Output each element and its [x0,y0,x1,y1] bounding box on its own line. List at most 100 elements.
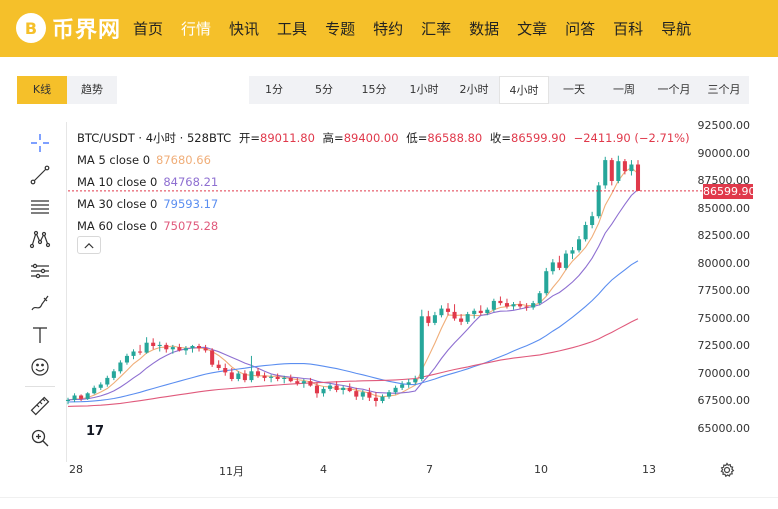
candle [577,236,582,253]
candle-body [131,351,136,356]
price-tick-label: 82500.00 [697,229,751,242]
candle-body [544,271,549,294]
text-icon[interactable] [22,320,58,350]
candle [426,310,431,327]
interval-option[interactable]: 一周 [613,83,635,96]
interval-option[interactable]: 1分 [265,83,283,96]
price-tick-label: 70000.00 [697,366,751,380]
fib-icon[interactable] [22,192,58,222]
candle [216,360,221,371]
candle [314,382,319,398]
candle [609,157,614,186]
interval-option[interactable]: 15分 [361,83,387,96]
candle [478,305,483,316]
tab-trend[interactable]: 趋势 [67,76,117,104]
price-tick-label: 87500.00 [697,174,751,187]
nav-item[interactable]: 百科 [613,20,644,38]
candle [373,392,378,407]
candle-body [210,350,215,365]
candle [288,374,293,383]
candle-body [138,351,143,353]
crosshair-icon[interactable] [22,128,58,158]
interval-option[interactable]: 2小时 [459,83,489,96]
nav-item[interactable]: 导航 [661,20,692,38]
tradingview-logo[interactable]: 17 [80,420,110,442]
candle-body [236,373,241,379]
candle-body [491,300,496,310]
candle [583,221,588,242]
time-tick-label: 11月 [219,465,244,478]
nav-item[interactable]: 行情 [181,20,212,38]
tab-kline[interactable]: K线 [17,76,67,104]
ma-line [67,260,639,403]
candle [537,291,542,306]
nav-item[interactable]: 汇率 [421,20,452,38]
pattern-icon[interactable] [22,224,58,254]
nav-item[interactable]: 快讯 [229,20,260,38]
candle [138,344,143,355]
candle [360,390,365,400]
zoom-icon[interactable] [22,423,58,453]
candle [563,250,568,271]
candle [223,363,228,376]
time-tick-label: 10 [534,463,548,476]
interval-option[interactable]: 1小时 [409,83,439,96]
candle-body [537,293,542,304]
nav-item[interactable]: 首页 [133,20,164,38]
nav-item[interactable]: 问答 [565,20,596,38]
candle-body [105,377,110,385]
candle [249,355,254,383]
candle-body [295,381,300,384]
candle-body [203,348,208,351]
candle-body [151,342,156,346]
emoji-icon[interactable] [22,352,58,382]
candle [328,383,333,392]
candle [531,300,536,310]
candle [550,259,555,275]
prediction-icon[interactable] [22,256,58,286]
interval-option[interactable]: 4小时 [499,76,549,104]
candle-body [314,385,319,394]
candle [518,300,523,309]
close-value: 86599.90 [511,131,566,145]
trendline-icon[interactable] [22,160,58,190]
interval-option[interactable]: 5分 [315,83,333,96]
candle [616,155,621,184]
candle [242,370,247,383]
nav-item[interactable]: 特约 [373,20,404,38]
candle [170,344,175,354]
interval-option[interactable]: 一个月 [657,83,691,96]
nav-item[interactable]: 文章 [517,20,548,38]
gear-icon[interactable] [719,462,735,478]
site-logo[interactable]: B 币界网 [16,12,121,44]
candle [157,341,162,352]
ma-line [67,318,639,407]
candle [98,382,103,390]
candle-body [511,304,516,307]
candle-body [472,310,477,315]
candle [105,375,110,387]
high-label: 高= [322,131,344,145]
ma-label: MA 30 close 0 [77,197,158,211]
candle [524,303,529,311]
interval-option[interactable]: 三个月 [707,83,741,96]
candle-body [183,348,188,351]
candle [262,372,267,382]
candle-body [577,239,582,251]
nav-item[interactable]: 工具 [277,20,308,38]
brush-icon[interactable] [22,288,58,318]
ruler-icon[interactable] [22,391,58,421]
candle [419,309,424,382]
interval-option[interactable]: 一天 [563,83,585,96]
nav-item[interactable]: 数据 [469,20,500,38]
candle-body [367,392,372,398]
candle-body [380,396,385,401]
candle [301,379,306,388]
candle-body [563,253,568,268]
candle [72,393,77,403]
legend-collapse-button[interactable] [77,236,101,254]
ma-line [67,166,639,401]
nav-item[interactable]: 专题 [325,20,356,38]
high-value: 89400.00 [343,131,399,145]
